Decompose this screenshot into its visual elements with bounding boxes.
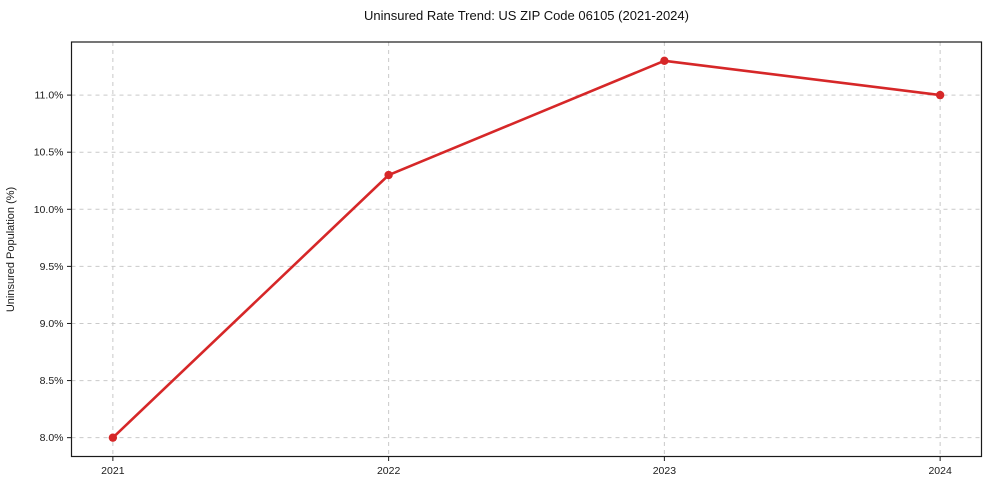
- trend-line: [111, 59, 942, 439]
- y-tick-label: 9.0%: [40, 318, 64, 330]
- y-tick-label: 9.5%: [40, 261, 64, 273]
- x-tick-label: 2021: [101, 465, 125, 477]
- y-axis-label: Uninsured Population (%): [5, 187, 17, 312]
- x-tick-label: 2023: [653, 465, 677, 477]
- y-tick-label: 11.0%: [35, 90, 64, 102]
- data-point-marker: [935, 90, 945, 100]
- series-layer: [108, 56, 945, 442]
- data-point-marker: [660, 56, 669, 66]
- data-point-marker: [108, 433, 118, 442]
- data-point-marker: [384, 170, 393, 180]
- x-tick-label: 2022: [377, 465, 401, 477]
- chart-title: Uninsured Rate Trend: US ZIP Code 06105 …: [364, 8, 689, 23]
- y-tick-label: 8.5%: [40, 375, 64, 387]
- y-tick-label: 10.0%: [34, 204, 64, 216]
- plot-border: [70, 41, 983, 458]
- y-tick-label: 10.5%: [34, 147, 64, 159]
- grid-layer: [71, 42, 982, 457]
- x-tick-label: 2024: [928, 465, 952, 477]
- axis-layer: 8.0% 8.5% 9.0% 9.5% 10.0% 10.5% 11.0% 2021 2022 2…: [34, 41, 983, 477]
- y-tick-label: 8.0%: [40, 432, 64, 444]
